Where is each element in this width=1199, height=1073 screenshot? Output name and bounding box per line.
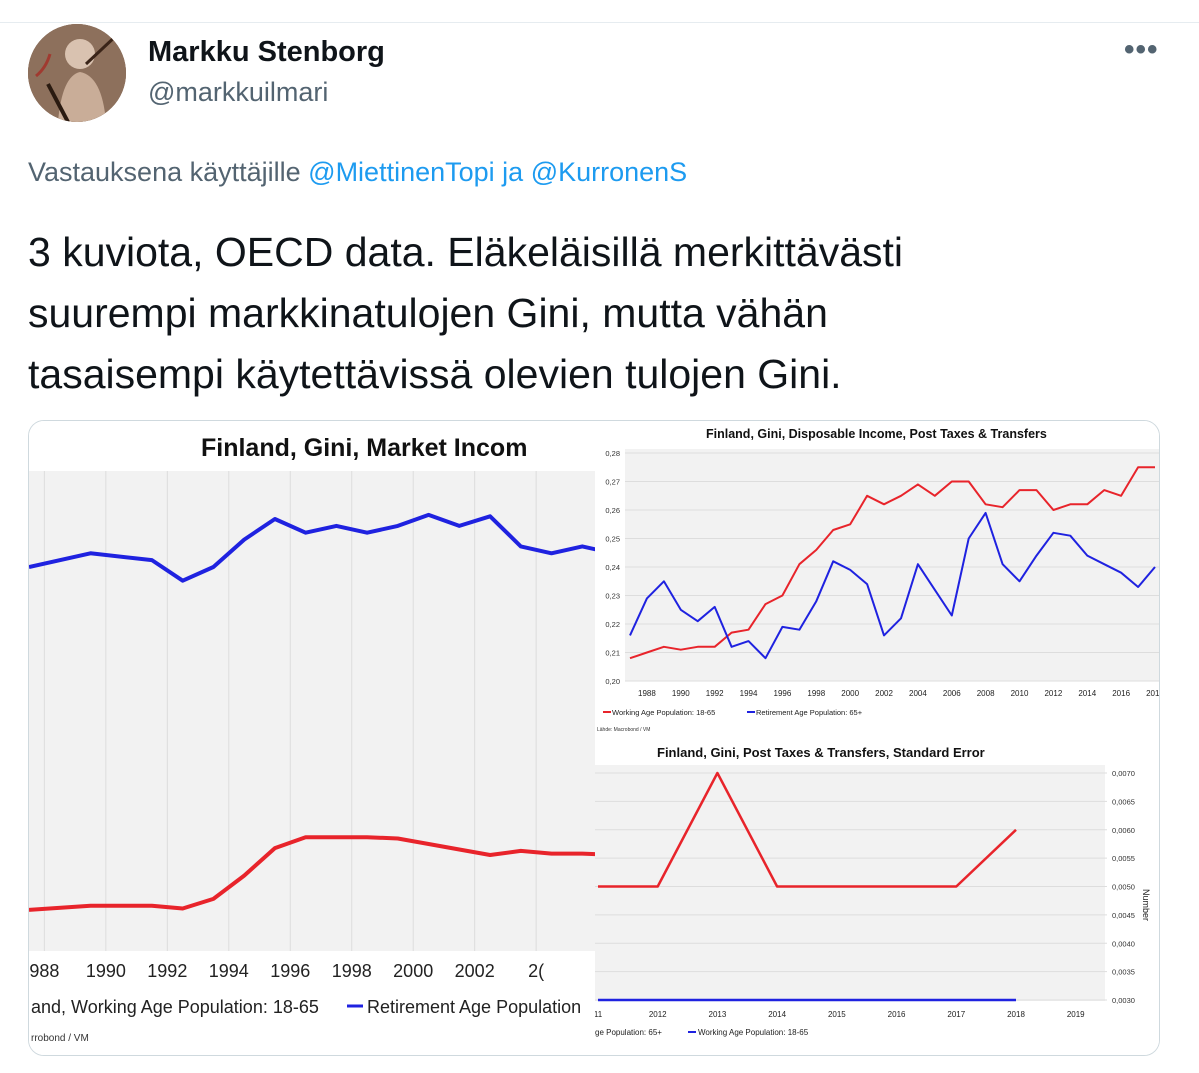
- x-tick-label: 1998: [807, 689, 825, 698]
- x-tick-label: 2004: [909, 689, 927, 698]
- chart-market-income: Finland, Gini, Market Incom 988 1990 1992 1…: [29, 421, 595, 1055]
- x-tick-label: 2(: [528, 961, 544, 981]
- x-tick-label: 2008: [977, 689, 995, 698]
- y-tick-label: 0,0040: [1112, 939, 1135, 948]
- x-tick-label: 2019: [1067, 1010, 1085, 1019]
- x-tick-label: 2015: [828, 1010, 846, 1019]
- x-tick-label: 2000: [393, 961, 433, 981]
- x-tick-label: 2006: [943, 689, 961, 698]
- chart-title: Finland, Gini, Disposable Income, Post T…: [706, 427, 1047, 441]
- y-tick-label: 0,0070: [1112, 769, 1135, 778]
- y-tick-label: 0,23: [605, 592, 620, 601]
- y-tick-label: 0,20: [605, 677, 620, 686]
- x-tick-label: 2010: [1011, 689, 1029, 698]
- avatar[interactable]: [28, 24, 126, 122]
- x-tick-label: 2018: [1007, 1010, 1025, 1019]
- legend-working-age: Working Age Population: 18-65: [698, 1028, 809, 1037]
- x-tick-label: 1996: [774, 689, 792, 698]
- y-tick-label: 0,27: [605, 478, 620, 487]
- x-tick-label: 2014: [1078, 689, 1096, 698]
- author-handle[interactable]: @markkuilmari: [148, 77, 329, 107]
- y-tick-label: 0,24: [605, 563, 620, 572]
- x-tick-label: 1994: [740, 689, 758, 698]
- tweet-text: 3 kuviota, OECD data. Eläkeläisillä merk…: [28, 229, 904, 397]
- legend-working-age: and, Working Age Population: 18-65: [31, 997, 319, 1017]
- series-line-blue: [29, 512, 595, 583]
- more-options-icon[interactable]: •••: [1124, 33, 1159, 66]
- legend-retirement-age: Retirement Age Population: 65+: [756, 708, 863, 717]
- y-tick-label: 0,25: [605, 535, 620, 544]
- x-tick-label: 1998: [332, 961, 372, 981]
- y-tick-label: 0,0055: [1112, 854, 1135, 863]
- x-tick-label: 1992: [706, 689, 724, 698]
- mention-kurronens[interactable]: @KurronenS: [530, 157, 688, 187]
- x-tick-label: 11: [595, 1010, 603, 1019]
- chart-disposable-income: Finland, Gini, Disposable Income, Post T…: [595, 421, 1159, 739]
- media-card[interactable]: Finland, Gini, Market Incom 988 1990 1992 1…: [28, 420, 1160, 1056]
- x-tick-label: 1988: [638, 689, 656, 698]
- avatar-photo: [28, 24, 126, 122]
- chart-title: Finland, Gini, Market Incom: [201, 434, 527, 462]
- mention-miettinentopi[interactable]: @MiettinenTopi: [308, 157, 495, 187]
- x-tick-label: 1990: [672, 689, 690, 698]
- chart-source: rrobond / VM: [31, 1033, 89, 1044]
- y-tick-label: 0,0050: [1112, 883, 1135, 892]
- series-line-red: [629, 466, 1155, 660]
- x-tick-label: 2012: [1044, 689, 1062, 698]
- y-tick-label: 0,26: [605, 506, 620, 515]
- chart-source: Lähde: Macrobond / VM: [597, 727, 650, 733]
- x-tick-label: 2012: [649, 1010, 667, 1019]
- x-tick-label: 2002: [875, 689, 893, 698]
- y-tick-label: 0,0060: [1112, 826, 1135, 835]
- x-tick-label: 1990: [86, 961, 126, 981]
- x-tick-label: 2014: [768, 1010, 786, 1019]
- legend-retirement-age: Retirement Age Population: [367, 997, 581, 1017]
- top-divider: [0, 22, 1199, 23]
- author-name[interactable]: Markku Stenborg: [148, 36, 385, 68]
- y-axis-label: Number: [1141, 889, 1151, 921]
- y-tick-label: 0,21: [605, 649, 620, 658]
- x-tick-label: 2013: [709, 1010, 727, 1019]
- reply-context: Vastauksena käyttäjille @MiettinenTopi j…: [28, 157, 687, 188]
- y-tick-label: 0,0065: [1112, 797, 1135, 806]
- x-tick-label: 988: [29, 961, 59, 981]
- x-tick-label: 1996: [270, 961, 310, 981]
- x-tick-label: 1994: [209, 961, 249, 981]
- x-tick-label: 2016: [1112, 689, 1130, 698]
- x-tick-label: 2018: [1146, 689, 1159, 698]
- y-tick-label: 0,0035: [1112, 968, 1135, 977]
- y-tick-label: 0,28: [605, 449, 620, 458]
- x-tick-label: 2002: [455, 961, 495, 981]
- legend-retirement-age: ge Population: 65+: [595, 1028, 662, 1037]
- series-line-red: [598, 771, 1017, 888]
- y-tick-label: 0,0030: [1112, 996, 1135, 1005]
- y-tick-label: 0,22: [605, 620, 620, 629]
- y-tick-label: 0,0045: [1112, 911, 1135, 920]
- x-tick-label: 2017: [947, 1010, 965, 1019]
- chart-title: Finland, Gini, Post Taxes & Transfers, S…: [657, 745, 985, 760]
- series-line-red: [29, 835, 595, 912]
- reply-joiner: ja: [494, 157, 531, 187]
- series-line-blue: [629, 511, 1156, 660]
- x-tick-label: 2016: [888, 1010, 906, 1019]
- reply-prefix: Vastauksena käyttäjille: [28, 157, 309, 187]
- chart-standard-error: Finland, Gini, Post Taxes & Transfers, S…: [595, 739, 1159, 1055]
- x-tick-label: 1992: [147, 961, 187, 981]
- x-tick-label: 2000: [841, 689, 859, 698]
- legend-working-age: Working Age Population: 18-65: [612, 708, 715, 717]
